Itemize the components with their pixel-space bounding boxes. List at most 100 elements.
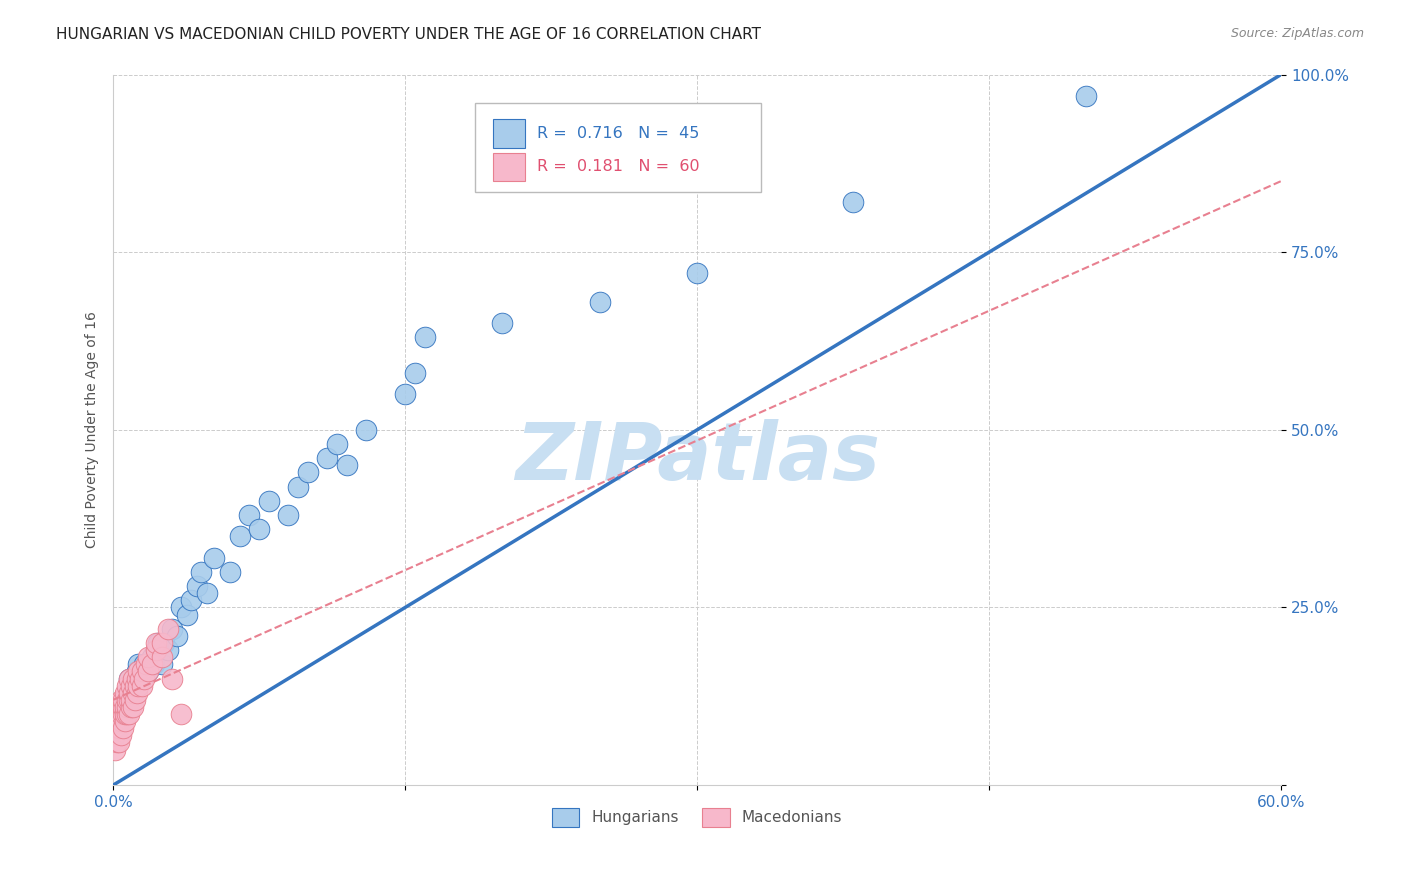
Point <box>111 706 134 721</box>
Point <box>146 636 169 650</box>
Point <box>170 706 193 721</box>
Point <box>114 714 136 728</box>
Point <box>394 387 416 401</box>
Point <box>842 195 865 210</box>
Point <box>166 629 188 643</box>
Point <box>134 672 156 686</box>
Point <box>131 665 153 679</box>
Point <box>129 672 152 686</box>
Point <box>105 714 128 728</box>
Point <box>202 550 225 565</box>
Point <box>115 693 138 707</box>
Point <box>110 700 132 714</box>
Point <box>131 672 153 686</box>
Point <box>111 700 134 714</box>
Point <box>114 700 136 714</box>
Point <box>180 593 202 607</box>
Point <box>115 706 138 721</box>
Point <box>190 565 212 579</box>
Point <box>128 657 150 672</box>
Point <box>125 686 148 700</box>
Point <box>118 693 141 707</box>
Point <box>124 679 146 693</box>
Text: R =  0.716   N =  45: R = 0.716 N = 45 <box>537 126 700 141</box>
Point <box>247 522 270 536</box>
Point <box>105 721 128 735</box>
Point <box>589 294 612 309</box>
Point <box>118 672 141 686</box>
Point <box>287 480 309 494</box>
Text: HUNGARIAN VS MACEDONIAN CHILD POVERTY UNDER THE AGE OF 16 CORRELATION CHART: HUNGARIAN VS MACEDONIAN CHILD POVERTY UN… <box>56 27 761 42</box>
Point <box>141 657 163 672</box>
Point <box>219 565 242 579</box>
Point <box>336 458 359 473</box>
Text: R =  0.181   N =  60: R = 0.181 N = 60 <box>537 160 700 175</box>
Point <box>141 650 163 665</box>
Point <box>105 735 128 749</box>
Point <box>136 665 159 679</box>
Point <box>491 316 513 330</box>
Point <box>121 700 143 714</box>
Point <box>110 714 132 728</box>
Point <box>115 700 138 714</box>
Point <box>413 330 436 344</box>
Point <box>136 650 159 665</box>
Y-axis label: Child Poverty Under the Age of 16: Child Poverty Under the Age of 16 <box>86 311 100 549</box>
Point <box>143 657 166 672</box>
Point <box>277 508 299 522</box>
Point <box>125 665 148 679</box>
Point <box>108 714 131 728</box>
Point <box>120 700 142 714</box>
Point <box>110 693 132 707</box>
Point <box>136 665 159 679</box>
Point <box>404 366 426 380</box>
Point <box>176 607 198 622</box>
Point <box>121 679 143 693</box>
Point <box>134 657 156 672</box>
Point <box>145 643 167 657</box>
Point <box>195 586 218 600</box>
Point <box>150 636 173 650</box>
Point <box>152 636 174 650</box>
FancyBboxPatch shape <box>475 103 762 192</box>
Point <box>150 650 173 665</box>
Point <box>135 657 157 672</box>
Point <box>108 700 131 714</box>
Point <box>128 679 150 693</box>
Point <box>118 686 141 700</box>
Point <box>686 267 709 281</box>
Point <box>156 643 179 657</box>
Point <box>238 508 260 522</box>
Point <box>118 672 141 686</box>
Point <box>114 686 136 700</box>
Point <box>316 451 339 466</box>
Point <box>326 437 349 451</box>
Point <box>124 693 146 707</box>
Point <box>145 636 167 650</box>
Point <box>120 679 142 693</box>
Point <box>114 706 136 721</box>
Point <box>108 706 131 721</box>
Point <box>131 679 153 693</box>
Point <box>104 742 127 756</box>
Point <box>125 672 148 686</box>
Point <box>145 643 167 657</box>
Point <box>108 721 131 735</box>
FancyBboxPatch shape <box>492 120 526 148</box>
Point <box>121 686 143 700</box>
Point <box>110 728 132 742</box>
Point <box>128 665 150 679</box>
Point <box>121 672 143 686</box>
Point <box>118 706 141 721</box>
Point <box>160 622 183 636</box>
Point <box>156 622 179 636</box>
Point <box>104 721 127 735</box>
Legend: Hungarians, Macedonians: Hungarians, Macedonians <box>544 800 851 834</box>
Point <box>354 423 377 437</box>
Point <box>115 693 138 707</box>
Point <box>257 494 280 508</box>
Point <box>1076 88 1098 103</box>
Text: Source: ZipAtlas.com: Source: ZipAtlas.com <box>1230 27 1364 40</box>
Point <box>115 679 138 693</box>
Point <box>228 529 250 543</box>
